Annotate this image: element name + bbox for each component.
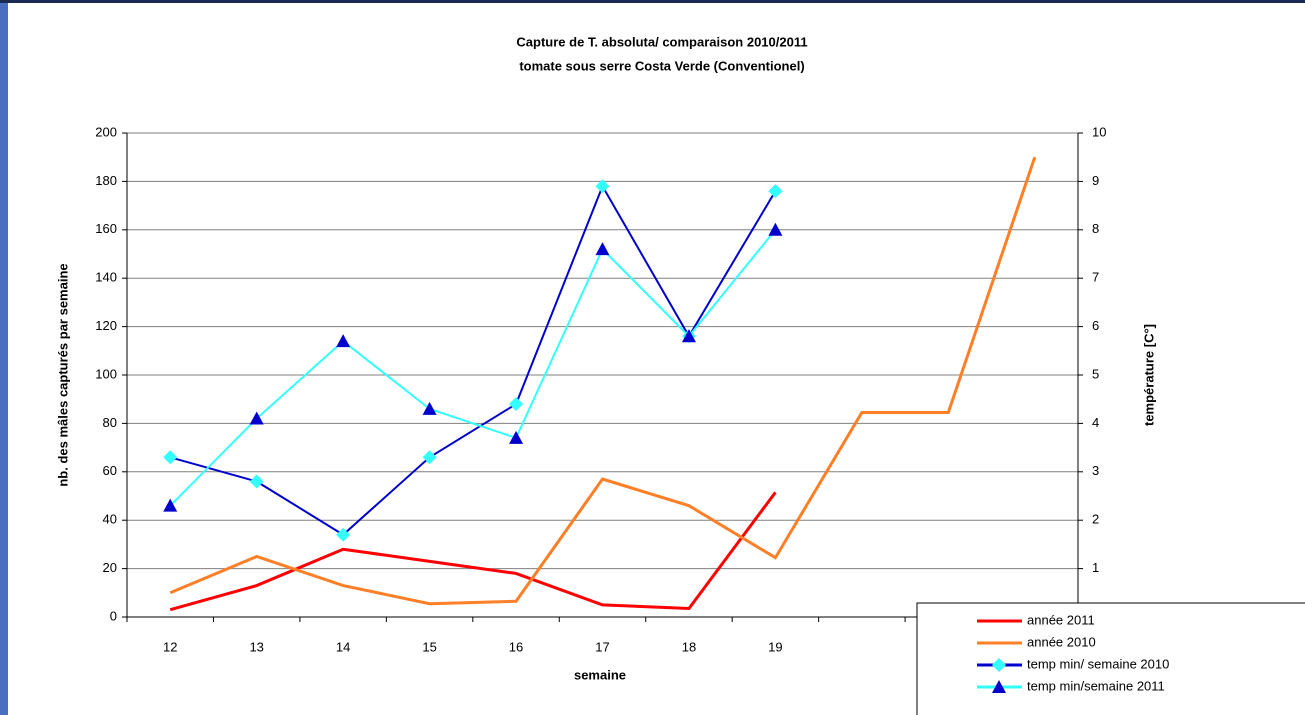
x-tick-label: 16 [509,639,523,654]
y2-axis-label: température [C°] [1141,324,1156,426]
x-tick-label: 15 [422,639,436,654]
x-tick-label: 14 [336,639,350,654]
marker [681,329,696,343]
marker [992,680,1006,693]
y2-tick-label: 5 [1092,366,1099,381]
legend-label: temp min/semaine 2011 [1027,678,1165,693]
legend-label: année 2011 [1027,612,1095,627]
marker [992,658,1006,672]
y-tick-label: 120 [95,318,117,333]
marker [422,401,437,415]
y2-tick-label: 7 [1092,270,1099,285]
y2-tick-label: 2 [1092,512,1099,527]
chart-title: Capture de T. absoluta/ comparaison 2010… [516,34,807,49]
y2-tick-label: 8 [1092,221,1099,236]
marker [336,527,351,542]
legend-label: temp min/ semaine 2010 [1027,656,1169,671]
y-tick-label: 100 [95,366,117,381]
y2-tick-label: 3 [1092,463,1099,478]
chart-subtitle: tomate sous serre Costa Verde (Conventio… [519,58,804,73]
marker [768,184,783,199]
legend-label: année 2010 [1027,634,1096,649]
y-tick-label: 160 [95,221,117,236]
marker [336,334,351,348]
y-tick-label: 200 [95,124,117,139]
x-tick-label: 13 [249,639,263,654]
marker [595,242,610,256]
y2-tick-label: 4 [1092,415,1099,430]
marker [163,450,178,465]
legend: année 2011 année 2010 temp min/ semaine 20… [916,602,1305,715]
y-tick-label: 40 [103,512,117,527]
frame-left [0,0,8,715]
series-line [169,229,777,507]
y-tick-label: 80 [103,415,117,430]
marker [249,474,264,489]
frame-top [0,0,1305,3]
y2-tick-label: 9 [1092,173,1099,188]
y2-tick-label: 10 [1092,124,1106,139]
x-tick-label: 18 [682,639,696,654]
marker [249,411,264,425]
y-tick-label: 180 [95,173,117,188]
series-line [169,156,1037,606]
x-tick-label: 17 [595,639,609,654]
y2-tick-label: 1 [1092,560,1099,575]
marker [768,222,783,236]
marker [509,397,524,412]
x-tick-label: 19 [768,639,782,654]
marker [163,498,178,512]
marker [422,450,437,465]
x-axis-label: semaine [574,667,626,682]
x-tick-label: 12 [163,639,177,654]
marker [509,430,524,444]
y-tick-label: 60 [103,463,117,478]
series-line [169,491,777,612]
y-axis-label: nb. des mâles capturés par semaine [55,263,70,486]
y-tick-label: 20 [103,560,117,575]
y-tick-label: 0 [110,608,117,623]
y2-tick-label: 6 [1092,318,1099,333]
y-tick-label: 140 [95,270,117,285]
marker [595,179,610,194]
series-line [169,183,777,536]
